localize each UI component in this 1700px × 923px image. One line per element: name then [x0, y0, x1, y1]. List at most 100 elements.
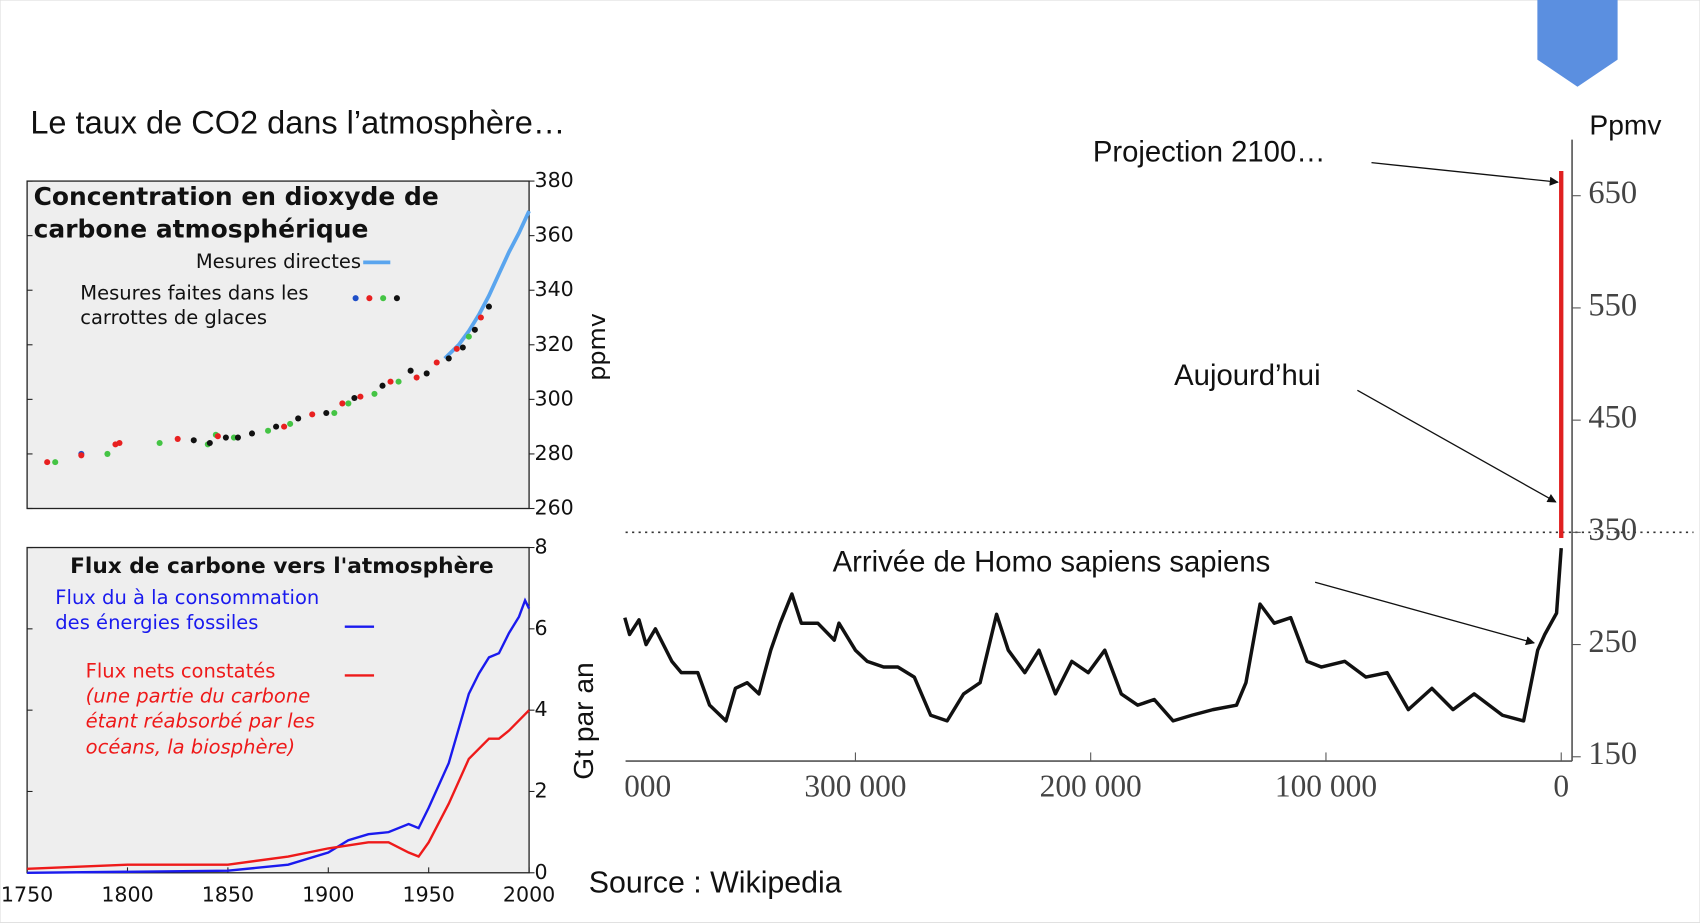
point: [206, 439, 213, 447]
point: [295, 415, 302, 422]
x-tick-label: 400 000: [569, 769, 671, 804]
point: [379, 382, 386, 389]
y-tick-label: 280: [535, 441, 574, 465]
point: [44, 459, 51, 466]
annotation-arrow: [1371, 161, 1559, 186]
legend-label-box: Flux nets constatés: [85, 660, 276, 684]
point: [104, 450, 111, 457]
point: [453, 345, 460, 352]
y-tick-label: 4: [535, 697, 548, 721]
point: [287, 420, 294, 427]
chart-title-box: Concentration en dioxyde de carbone atmo…: [33, 183, 439, 244]
point: [116, 439, 123, 447]
x-tick-label: 200 000: [1040, 769, 1142, 804]
line: [27, 597, 531, 874]
x-tick-label: 1950: [402, 883, 454, 907]
y-tick-label: 260: [535, 495, 574, 519]
y-axis-label: ppmv: [583, 313, 611, 381]
x-tick-label: 1900: [302, 883, 354, 907]
annotation-arrow: [1357, 389, 1557, 503]
point: [433, 359, 440, 366]
x-tick-label: 2000: [503, 883, 555, 907]
annotation: Projection 2100…: [1093, 137, 1326, 169]
point: [459, 344, 466, 351]
point: [395, 378, 402, 385]
point: [248, 430, 256, 437]
y-tick-label: 320: [535, 332, 574, 356]
point: [78, 452, 85, 459]
y-tick-label: 300: [535, 386, 574, 410]
point: [357, 393, 364, 400]
point: [465, 333, 472, 340]
point: [339, 400, 346, 407]
point: [423, 370, 430, 377]
y-tick-label: 450: [1588, 400, 1637, 436]
point: [190, 437, 197, 444]
legend-label: Flux nets constatés: [85, 660, 276, 684]
x-tick-label: 0: [1553, 769, 1569, 804]
plot-area: [26, 546, 530, 874]
point: [445, 355, 452, 362]
source: Source : Wikipedia: [589, 867, 842, 900]
y-tick-label: 550: [1588, 287, 1637, 323]
slide-title: Le taux de CO2 dans l’atmosphère…: [30, 104, 565, 140]
y-tick-label: 380: [535, 168, 574, 192]
point: [156, 439, 163, 447]
y-tick-label: 8: [535, 535, 548, 559]
point: [309, 411, 316, 418]
y-tick-label: 650: [1588, 175, 1637, 211]
point: [351, 394, 358, 402]
legend-label: Flux du à la consommation des énergies f…: [55, 586, 320, 635]
point: [214, 433, 221, 440]
line: [443, 210, 531, 360]
x-tick-label: 1850: [202, 883, 254, 907]
point: [273, 423, 280, 430]
point: [323, 409, 330, 417]
legend-dot: [366, 295, 373, 302]
x-tick-label: 1750: [1, 883, 53, 907]
chart-title: Concentration en dioxyde de carbone atmo…: [33, 183, 439, 244]
legend-dot: [393, 295, 400, 302]
y-tick-label: 340: [535, 277, 574, 301]
y-tick-label: 0: [535, 860, 548, 884]
legend-dot: [380, 295, 387, 302]
point: [413, 374, 420, 381]
point: [234, 434, 241, 441]
y-tick-label: 6: [535, 616, 548, 640]
y-tick-label: 250: [1588, 624, 1637, 660]
legend-label: Mesures faites dans les carrottes de gla…: [80, 281, 309, 331]
legend-label-box: Flux du à la consommation des énergies f…: [55, 586, 320, 635]
annotation: Aujourd’hui: [1174, 360, 1320, 392]
y-axis-label: Ppmv: [1589, 108, 1661, 140]
annotation-arrow: [1314, 581, 1535, 646]
point: [371, 390, 378, 397]
nav-marker[interactable]: [1537, 0, 1618, 87]
point: [387, 378, 394, 385]
legend-note: (une partie du carbone étant réabsorbé p…: [85, 685, 315, 759]
y-tick-label: 2: [535, 778, 548, 802]
x-tick-label: 100 000: [1275, 769, 1377, 804]
point: [174, 435, 181, 442]
point: [52, 459, 59, 466]
line: [27, 709, 530, 870]
legend-label-box: Mesures faites dans les carrottes de gla…: [80, 281, 309, 331]
plot-area: [26, 180, 530, 510]
x-tick-label: 1800: [101, 883, 153, 907]
point: [265, 427, 272, 434]
legend-label: Mesures directes: [196, 250, 361, 273]
point: [281, 423, 288, 430]
legend-note-box: (une partie du carbone étant réabsorbé p…: [85, 685, 315, 759]
point: [345, 400, 352, 407]
point: [407, 367, 414, 374]
chart-title: Flux de carbone vers l'atmosphère: [70, 554, 494, 579]
point: [331, 409, 338, 417]
y-tick-label: 150: [1588, 736, 1637, 772]
x-tick-label: 300 000: [804, 769, 906, 804]
y-tick-label: 360: [535, 223, 574, 247]
annotation: Arrivée de Homo sapiens sapiens: [833, 547, 1271, 579]
point: [477, 314, 484, 321]
line: [623, 547, 1563, 723]
point: [485, 303, 492, 310]
